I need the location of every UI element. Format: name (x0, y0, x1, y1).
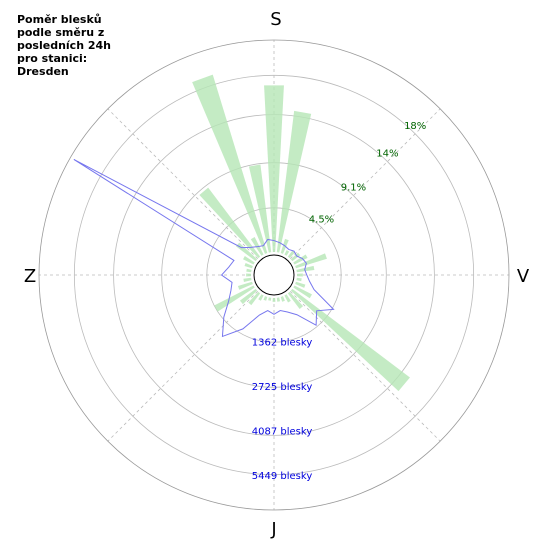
compass-label: S (270, 9, 281, 30)
ring (73, 74, 475, 476)
r-tick-label: 9.1% (341, 183, 366, 194)
bar (243, 277, 252, 282)
r2-tick-label: 5449 blesky (252, 471, 313, 482)
bar (246, 273, 252, 277)
spoke (107, 290, 259, 442)
r-tick-label: 14% (376, 149, 398, 160)
bar (293, 254, 308, 265)
bar (199, 187, 261, 259)
r-tick-label: 4.5% (309, 215, 334, 226)
bar (284, 294, 291, 303)
outer-ring (38, 39, 510, 511)
title-line: podle směru z (17, 26, 104, 39)
bar (280, 296, 285, 302)
bar (276, 110, 312, 253)
bar (295, 281, 306, 288)
spoke (289, 290, 441, 442)
bar (290, 288, 410, 392)
bar (192, 74, 268, 254)
bar (295, 253, 327, 269)
bar (237, 281, 253, 290)
bar (214, 285, 255, 312)
bar (293, 285, 312, 299)
center-hole (253, 254, 295, 296)
r2-tick-label: 2725 blesky (252, 382, 313, 393)
bar (239, 288, 258, 305)
bar (296, 273, 303, 277)
bar (248, 291, 261, 306)
bar (244, 262, 253, 269)
bar (258, 294, 264, 301)
r2-tick-label: 4087 blesky (252, 427, 313, 438)
bar (268, 297, 272, 301)
r2-tick-label: 1362 blesky (252, 338, 313, 349)
title-line: Poměr blesků (17, 13, 102, 26)
bar (296, 265, 315, 273)
title-line: pro stanici: (17, 52, 87, 65)
bar (296, 277, 302, 282)
bar (287, 291, 304, 310)
bar (248, 164, 272, 253)
compass-label: J (270, 519, 276, 540)
bar (272, 297, 276, 302)
compass-label: Z (24, 266, 36, 287)
bar (287, 250, 296, 259)
bar (243, 256, 255, 265)
count-line (73, 159, 335, 338)
title-line: posledních 24h (17, 39, 111, 52)
title-line: Dresden (17, 65, 69, 78)
bar (284, 250, 290, 256)
bar (276, 297, 281, 302)
bar (264, 85, 284, 253)
compass-label: V (517, 266, 530, 287)
r-tick-label: 18% (404, 121, 426, 132)
bar (263, 296, 268, 301)
bar (290, 252, 301, 262)
spoke (107, 108, 259, 260)
bar (246, 268, 252, 273)
